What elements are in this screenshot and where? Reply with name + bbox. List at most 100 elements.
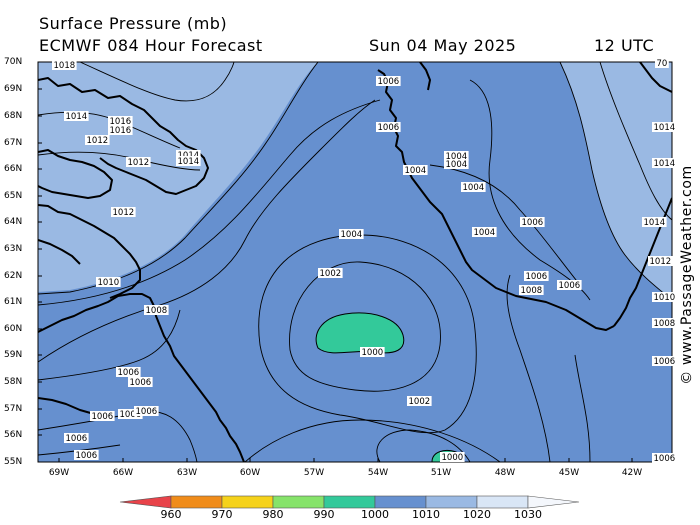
lat-label: 62N — [4, 271, 23, 281]
lon-label: 66W — [112, 468, 134, 478]
colorbar-tick: 1010 — [412, 508, 440, 521]
contour-label: 1014 — [652, 158, 677, 169]
lat-label: 70N — [4, 57, 23, 67]
contour-label-text: 1006 — [378, 77, 400, 87]
lat-label: 67N — [4, 138, 23, 148]
contour-label-text: 1006 — [522, 218, 544, 228]
contour-label: 1012 — [111, 207, 136, 218]
colorbar-tick: 970 — [211, 508, 233, 521]
contour-label-text: 1002 — [409, 397, 431, 407]
lon-label: 45W — [558, 468, 580, 478]
contour-label: 1006 — [376, 76, 401, 87]
colorbar-segment — [170, 495, 223, 509]
contour-label: 1004 — [444, 151, 469, 162]
contour-label: 1002 — [407, 396, 432, 407]
contour-label-text: 1018 — [54, 61, 76, 71]
contour-label: 1004 — [472, 227, 497, 238]
fill-1010-1020-east — [560, 62, 672, 300]
contour-label: 1000 — [360, 347, 385, 358]
contour-label-text: 1006 — [92, 412, 114, 422]
contour-label: 70 — [655, 58, 669, 69]
colorbar-segment — [272, 495, 325, 509]
contour-label-text: 1008 — [654, 319, 676, 329]
lat-label: 56N — [4, 430, 23, 440]
colorbar-segment — [476, 495, 529, 509]
contour-label: 1002 — [318, 268, 343, 279]
colorbar-tick: 990 — [313, 508, 335, 521]
contour-label-text: 1006 — [559, 281, 581, 291]
contour-label: 1014 — [64, 111, 89, 122]
lon-label: 57W — [303, 468, 325, 478]
contour-label: 1004 — [444, 159, 469, 170]
contour-label-text: 1004 — [341, 230, 363, 240]
contour-label: 1006 — [652, 356, 677, 367]
contour-label-text: 1006 — [120, 410, 142, 420]
contour-label: 1004 — [403, 165, 428, 176]
contour-label-text: 1002 — [320, 269, 342, 279]
contour-label: 1006 — [116, 367, 141, 378]
colorbar-segment — [374, 495, 427, 509]
lon-label: 60W — [239, 468, 261, 478]
colorbar-segment — [425, 495, 478, 509]
contour-label: 1008 — [519, 285, 544, 296]
lon-label: 51W — [430, 468, 452, 478]
contour-label: 1006 — [90, 411, 115, 422]
contour-label: 1006 — [652, 453, 677, 464]
contour-label-text: 1006 — [654, 357, 676, 367]
contour-label-text: 1012 — [87, 136, 109, 146]
contour-label-text: 1014 — [654, 159, 676, 169]
fill-990-1000-low — [315, 312, 405, 354]
contour-label-text: 1004 — [463, 183, 485, 193]
colorbar-high-arrow — [527, 495, 580, 509]
contour-label-text: 1006 — [654, 454, 676, 464]
lat-label: 69N — [4, 84, 23, 94]
contour-label: 1014 — [176, 156, 201, 167]
colorbar — [119, 495, 580, 509]
contour-label: 1006 — [118, 409, 143, 420]
contour-label-text: 1010 — [654, 293, 676, 303]
lon-label: 69W — [48, 468, 70, 478]
colorbar-tick: 960 — [160, 508, 182, 521]
contour-label: 1006 — [64, 433, 89, 444]
contour-label: 1014 — [652, 122, 677, 133]
contour-label: 1014 — [642, 217, 667, 228]
contour-label: 1010 — [96, 277, 121, 288]
contour-label-text: 1016 — [110, 117, 132, 127]
lat-label: 58N — [4, 377, 23, 387]
credit-watermark: © www.PassageWeather.com — [676, 150, 698, 400]
colorbar-tick: 1000 — [361, 508, 389, 521]
lat-label: 68N — [4, 111, 23, 121]
contour-labels: 1018101410161016101210121014101410121010… — [52, 58, 677, 464]
contour-label-text: 1014 — [654, 123, 676, 133]
contour-label-text: 1004 — [446, 160, 468, 170]
contour-label-text: 1012 — [113, 208, 135, 218]
contour-label-text: 1006 — [76, 451, 98, 461]
forecast-date: Sun 04 May 2025 — [369, 36, 517, 55]
contour-label: 1006 — [128, 377, 153, 388]
lat-label: 59N — [4, 350, 23, 360]
contour-label: 1006 — [557, 280, 582, 291]
contour-label: 1012 — [648, 256, 673, 267]
contour-label: 1008 — [652, 318, 677, 329]
contour-label: 1010 — [652, 292, 677, 303]
lon-label: 63W — [176, 468, 198, 478]
contour-label: 1006 — [524, 271, 549, 282]
contour-label-text: 70 — [657, 59, 668, 69]
colorbar-tick: 1020 — [463, 508, 491, 521]
map-title: Surface Pressure (mb) — [39, 14, 228, 33]
contour-label: 1006 — [74, 450, 99, 461]
colorbar-tick: 980 — [262, 508, 284, 521]
contour-label-text: 1006 — [136, 407, 158, 417]
contour-label: 1012 — [85, 135, 110, 146]
axis-ticks — [38, 88, 633, 462]
contour-label-text: 1010 — [98, 278, 120, 288]
lon-label: 42W — [621, 468, 643, 478]
contour-label-text: 1008 — [521, 286, 543, 296]
contour-label: 1018 — [52, 60, 77, 71]
contour-label-text: 1006 — [66, 434, 88, 444]
lat-label: 57N — [4, 404, 23, 414]
contour-label: 1006 — [520, 217, 545, 228]
contour-label-text: 1004 — [446, 152, 468, 162]
contour-label-text: 1012 — [650, 257, 672, 267]
